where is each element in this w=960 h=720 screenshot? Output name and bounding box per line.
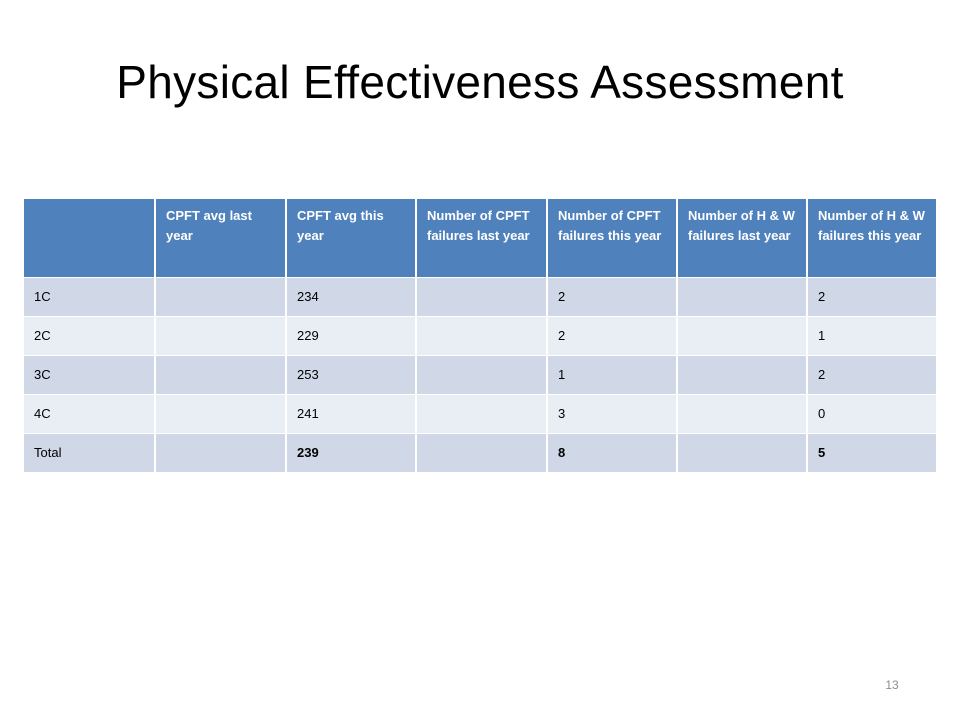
table-row: 3C 253 1 2 [24, 354, 936, 394]
header-cpft-failures-last-year: Number of CPFT failures last year [416, 199, 548, 277]
table-row: 1C 234 2 2 [24, 276, 936, 316]
table-cell: 5 [807, 432, 936, 472]
table-cell: 253 [286, 354, 417, 394]
table-row: 2C 229 2 1 [24, 315, 936, 355]
table-cell: 229 [286, 315, 417, 355]
table-cell [155, 393, 287, 433]
slide-title: Physical Effectiveness Assessment [116, 56, 844, 108]
table-cell [416, 393, 548, 433]
table-cell: 2 [547, 276, 678, 316]
row-label: 2C [24, 315, 156, 355]
table-cell: 2 [807, 354, 936, 394]
assessment-table: CPFT avg last year CPFT avg this year Nu… [24, 199, 936, 472]
table-cell: 241 [286, 393, 417, 433]
table-cell [677, 432, 808, 472]
header-cpft-failures-this-year: Number of CPFT failures this year [547, 199, 678, 277]
table-cell [416, 315, 548, 355]
table-cell [416, 432, 548, 472]
row-label: Total [24, 432, 156, 472]
table-cell [677, 354, 808, 394]
table-cell: 239 [286, 432, 417, 472]
table-cell [416, 354, 548, 394]
table-cell: 0 [807, 393, 936, 433]
table-cell [155, 315, 287, 355]
table-cell: 1 [807, 315, 936, 355]
table-cell: 2 [547, 315, 678, 355]
table-cell [155, 354, 287, 394]
table-cell [416, 276, 548, 316]
row-label: 4C [24, 393, 156, 433]
table-cell [677, 393, 808, 433]
page-number: 13 [885, 678, 899, 692]
header-cpft-avg-this-year: CPFT avg this year [286, 199, 417, 277]
table-row-total: Total 239 8 5 [24, 432, 936, 472]
header-hw-failures-this-year: Number of H & W failures this year [807, 199, 936, 277]
row-label: 1C [24, 276, 156, 316]
table-cell: 1 [547, 354, 678, 394]
table-cell [155, 432, 287, 472]
row-label: 3C [24, 354, 156, 394]
header-cell-blank [24, 199, 156, 277]
table-cell: 234 [286, 276, 417, 316]
table-header-row: CPFT avg last year CPFT avg this year Nu… [24, 199, 936, 277]
table-cell [677, 276, 808, 316]
table-row: 4C 241 3 0 [24, 393, 936, 433]
header-cpft-avg-last-year: CPFT avg last year [155, 199, 287, 277]
table-cell [677, 315, 808, 355]
table-cell: 8 [547, 432, 678, 472]
table-cell [155, 276, 287, 316]
table-cell: 2 [807, 276, 936, 316]
table-cell: 3 [547, 393, 678, 433]
header-hw-failures-last-year: Number of H & W failures last year [677, 199, 808, 277]
